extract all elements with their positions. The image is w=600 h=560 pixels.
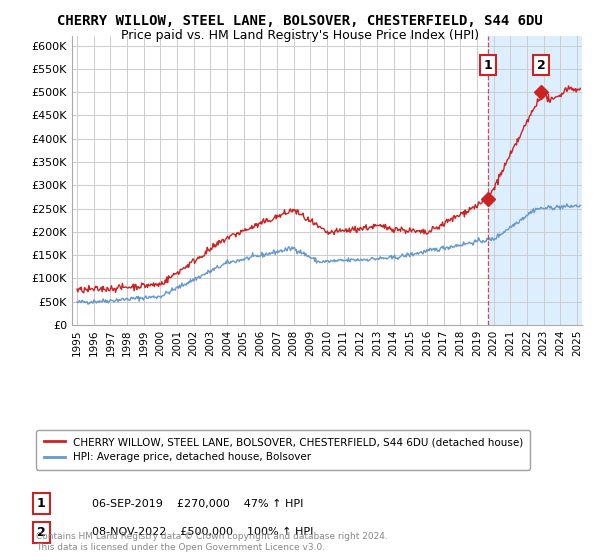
Bar	[488, 36, 599, 325]
Text: 1: 1	[37, 497, 46, 510]
Text: Price paid vs. HM Land Registry's House Price Index (HPI): Price paid vs. HM Land Registry's House …	[121, 29, 479, 42]
Legend: CHERRY WILLOW, STEEL LANE, BOLSOVER, CHESTERFIELD, S44 6DU (detached house), HPI: CHERRY WILLOW, STEEL LANE, BOLSOVER, CHE…	[37, 430, 530, 469]
Text: CHERRY WILLOW, STEEL LANE, BOLSOVER, CHESTERFIELD, S44 6DU: CHERRY WILLOW, STEEL LANE, BOLSOVER, CHE…	[57, 14, 543, 28]
Text: 2: 2	[537, 59, 545, 72]
Text: 06-SEP-2019    £270,000    47% ↑ HPI: 06-SEP-2019 £270,000 47% ↑ HPI	[92, 498, 304, 508]
Text: 08-NOV-2022    £500,000    100% ↑ HPI: 08-NOV-2022 £500,000 100% ↑ HPI	[92, 528, 314, 538]
Text: Contains HM Land Registry data © Crown copyright and database right 2024.
This d: Contains HM Land Registry data © Crown c…	[36, 532, 388, 552]
Text: 2: 2	[37, 526, 46, 539]
Text: 1: 1	[484, 59, 493, 72]
